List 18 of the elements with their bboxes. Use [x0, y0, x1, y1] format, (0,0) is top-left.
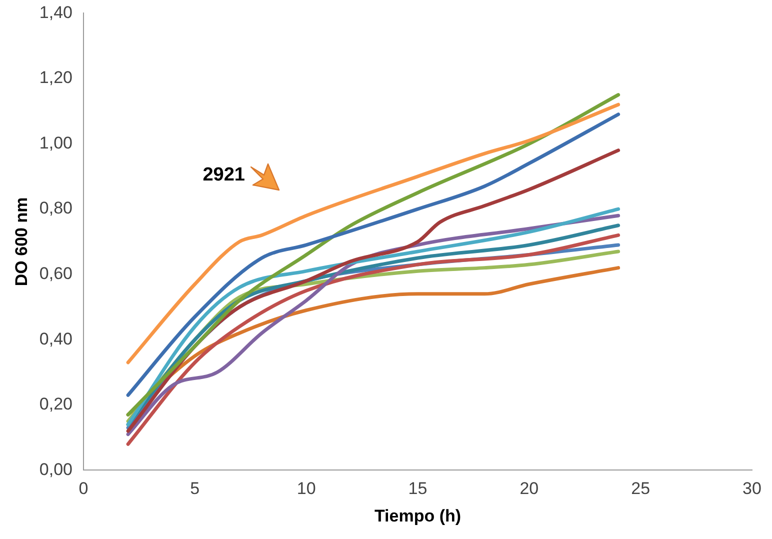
x-tick-label: 25: [631, 479, 650, 498]
x-tick-label: 30: [742, 479, 762, 498]
x-tick-label: 0: [78, 479, 88, 498]
x-tick-label: 15: [408, 479, 428, 498]
x-tick-label: 20: [520, 479, 539, 498]
y-tick-label: 0,20: [39, 394, 72, 414]
y-tick-label: 1,40: [39, 2, 72, 22]
y-tick-label: 1,00: [39, 133, 72, 152]
annotation: 2921: [202, 164, 246, 186]
y-tick-label: 0,00: [39, 460, 72, 479]
y-tick-label: 0,40: [39, 329, 72, 348]
x-axis-title: Tiempo (h): [374, 506, 462, 526]
y-tick-label: 1,20: [39, 68, 72, 88]
y-axis-title: DO 600 nm: [12, 197, 31, 286]
x-tick-label: 5: [190, 479, 200, 498]
y-tick-label: 0,80: [39, 198, 72, 218]
x-tick-label: 10: [296, 479, 316, 498]
y-tick-label: 0,60: [39, 264, 72, 284]
